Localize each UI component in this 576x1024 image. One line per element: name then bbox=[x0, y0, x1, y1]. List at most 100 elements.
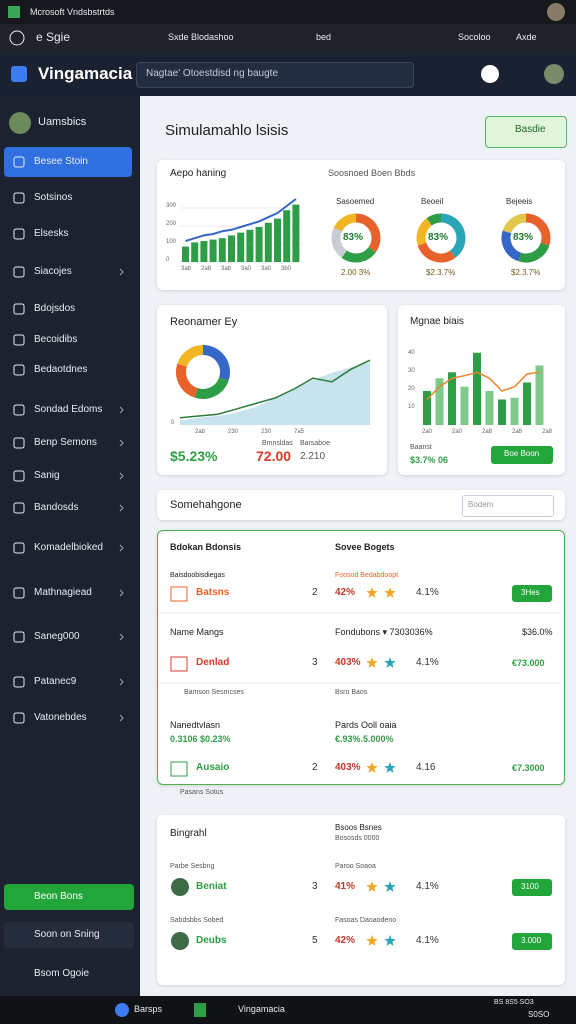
search-box[interactable] bbox=[136, 62, 414, 88]
row-detail: Fondubons ▾ 7303036% bbox=[335, 627, 433, 637]
card-subtitle: Soosnoed Boen Bbds bbox=[328, 168, 416, 178]
page-title: Simulamahlo lsisis bbox=[165, 122, 289, 139]
search-placeholder: Nagtae' Otoestdisd ng baugte bbox=[146, 68, 279, 79]
row-name[interactable]: Ausaio bbox=[196, 762, 230, 773]
x-tick-label: 2a0 bbox=[452, 429, 463, 435]
user-name: Uamsbics bbox=[38, 116, 87, 128]
stat: 72.00 bbox=[256, 448, 292, 464]
row-rate: 4.1% bbox=[416, 881, 439, 892]
section-title: Somehahgone bbox=[170, 499, 242, 511]
row-count: 3 bbox=[312, 657, 318, 668]
donut-center: 83% bbox=[513, 232, 534, 243]
clock: BS 8S5 SO3 bbox=[494, 999, 534, 1006]
nav-item[interactable]: Sotsinos bbox=[34, 192, 73, 203]
button[interactable] bbox=[512, 879, 552, 896]
nav-item[interactable]: Saneg000 bbox=[34, 631, 80, 642]
nav-item[interactable]: Benp Semons bbox=[34, 437, 97, 448]
nav-item[interactable]: Elsesks bbox=[34, 228, 69, 239]
app-name: Vingamacia bbox=[38, 64, 133, 83]
table-footer[interactable]: Pasans Sotus bbox=[180, 789, 224, 796]
nav-item[interactable]: Besee Stoin bbox=[34, 156, 88, 167]
taskbar-item[interactable]: Vingamacia bbox=[238, 1004, 285, 1014]
x-tick-label: 2ab bbox=[195, 429, 206, 435]
row-title: Parbe Sesbng bbox=[170, 863, 215, 870]
nav-item[interactable]: Bandosds bbox=[34, 502, 79, 513]
row-name[interactable]: Batsns bbox=[196, 587, 230, 598]
row-rate: 4.16 bbox=[416, 762, 436, 773]
nav-item[interactable]: Patanec9 bbox=[34, 676, 77, 687]
window-title: Mcrosoft Vndsbstrtds bbox=[30, 7, 115, 17]
row-pct: 42% bbox=[335, 587, 356, 598]
filter-text: Bodem bbox=[468, 500, 494, 509]
y-tick-label: 10 bbox=[408, 404, 415, 410]
x-tick-label: 230 bbox=[261, 429, 272, 435]
x-tick-label: 3ab bbox=[221, 266, 232, 272]
tab[interactable]: bed bbox=[316, 32, 332, 42]
card-title: Bingrahl bbox=[170, 828, 207, 839]
cta-button[interactable] bbox=[4, 884, 134, 910]
filter[interactable] bbox=[462, 495, 554, 517]
row-title: Nanedtvlasn bbox=[170, 720, 221, 730]
x-tick-label: 3a0 bbox=[241, 266, 252, 272]
row-group: Bamson Sesmcses bbox=[184, 689, 244, 696]
donut-foot: $2.3.7% bbox=[511, 268, 541, 277]
card-meta: Bsoos Bsnes bbox=[335, 823, 382, 832]
nav-item[interactable]: Mathnagiead bbox=[34, 587, 92, 598]
y-tick-label: 40 bbox=[408, 350, 415, 356]
nav-item[interactable]: Siacojes bbox=[34, 266, 72, 277]
row-detail: Fasoas Daoaodeno bbox=[335, 917, 397, 924]
nav-item[interactable]: Sanig bbox=[34, 470, 60, 481]
row-count: 3 bbox=[312, 881, 318, 892]
row-name[interactable]: Deubs bbox=[196, 935, 227, 946]
row-amount: €7.3000 bbox=[512, 763, 545, 773]
x-tick-label: 230 bbox=[228, 429, 239, 435]
nav-item[interactable]: Bdojsdos bbox=[34, 303, 76, 314]
nav-active[interactable] bbox=[4, 147, 132, 177]
card-meta: Bososds 0000 bbox=[335, 835, 380, 842]
button[interactable] bbox=[491, 446, 553, 464]
x-tick-label: 3b0 bbox=[281, 266, 292, 272]
address[interactable]: e Sgie bbox=[36, 30, 71, 44]
donut-foot: $2.3.7% bbox=[426, 268, 456, 277]
button-label: Boe Boon bbox=[504, 449, 540, 458]
row-pct: 403% bbox=[335, 762, 361, 773]
button[interactable] bbox=[512, 933, 552, 950]
row-count: 2 bbox=[312, 762, 318, 773]
tab-bar bbox=[0, 24, 576, 52]
sidebar-btn[interactable] bbox=[4, 922, 134, 948]
nav-item[interactable]: Vatonebdes bbox=[34, 712, 87, 723]
column-header: Bdokan Bdonsis bbox=[170, 542, 242, 552]
row-count: 5 bbox=[312, 935, 318, 946]
sidebar-link: Soon on Sning bbox=[34, 929, 100, 940]
action-label: Basdie bbox=[515, 124, 546, 135]
card-title: Aepo haning bbox=[170, 168, 227, 179]
browser-menu[interactable]: Axde bbox=[516, 32, 537, 42]
y-tick-label: 0 bbox=[166, 257, 170, 263]
sidebar-link[interactable]: Bsom Ogoie bbox=[34, 968, 90, 979]
cta-label: Beon Bons bbox=[34, 891, 83, 902]
button-label: 3.000 bbox=[521, 936, 542, 945]
donut-center: 83% bbox=[428, 232, 449, 243]
nav-item[interactable]: Komadelbioked bbox=[34, 542, 103, 553]
row-name[interactable]: Beniat bbox=[196, 881, 227, 892]
donut-foot: 2.00 3% bbox=[341, 268, 371, 277]
nav-item[interactable]: Sondad Edoms bbox=[34, 404, 103, 415]
row-pct: 41% bbox=[335, 881, 356, 892]
button[interactable] bbox=[512, 585, 552, 602]
nav-item[interactable]: Becoidibs bbox=[34, 334, 78, 345]
x-tick-label: 3a0 bbox=[261, 266, 272, 272]
stat: $5.23% bbox=[170, 448, 218, 464]
tab[interactable]: Sxde Blodashoo bbox=[168, 32, 234, 42]
row-rate: 4.1% bbox=[416, 935, 439, 946]
action-button[interactable] bbox=[485, 116, 567, 148]
y-tick-label: 300 bbox=[166, 203, 177, 209]
taskbar-item[interactable]: Barsps bbox=[134, 1004, 163, 1014]
row-name[interactable]: Denlad bbox=[196, 657, 230, 668]
stat-label: Bmnsldas bbox=[262, 440, 293, 447]
nav-item[interactable]: Bedaotdnes bbox=[34, 364, 88, 375]
x-tick-label: 2a8 bbox=[512, 429, 523, 435]
y-tick-label: 200 bbox=[166, 221, 177, 227]
y-tick-label: 20 bbox=[408, 386, 415, 392]
profile[interactable]: Socoloo bbox=[458, 32, 491, 42]
